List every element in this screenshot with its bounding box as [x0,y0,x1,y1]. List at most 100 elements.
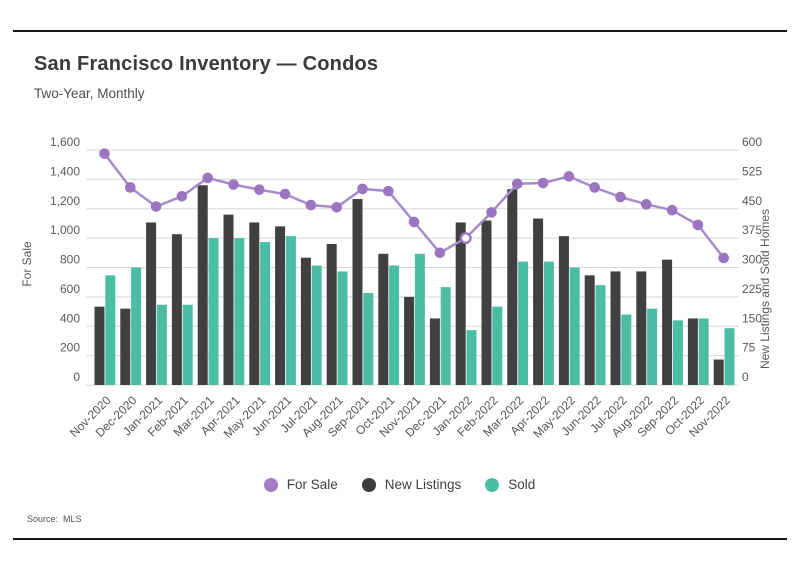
left-axis-tick: 800 [60,253,80,267]
left-axis-tick: 1,000 [50,223,80,237]
bar [533,218,544,385]
bar [352,198,363,385]
for-sale-point [434,247,446,259]
left-axis-title: For Sale [20,241,34,287]
for-sale-point [563,171,575,182]
source-note: Source: MLS [27,514,82,524]
legend-item-sold: Sold [485,477,535,492]
for-sale-point [589,182,600,193]
bar [687,318,698,385]
bar [429,318,440,385]
for-sale-point [615,191,626,203]
bar [584,275,595,385]
right-axis-tick: 225 [742,282,762,296]
bar [621,314,632,385]
bar-series-new-listings [94,185,724,385]
bar [171,234,182,385]
bar [249,222,260,385]
bar [260,242,271,385]
legend-label: Sold [508,477,536,492]
right-axis-tick: 0 [742,370,749,384]
bar [636,271,647,385]
bar [569,267,580,385]
x-axis-labels: Nov-2020Dec-2020Jan-2021Feb-2021Mar-2021… [67,393,733,441]
bar [507,189,518,385]
left-axis-tick: 1,200 [50,194,80,208]
bar [275,226,286,385]
bar [698,318,709,385]
bar [492,306,503,385]
bar [285,236,296,385]
bar [713,359,724,385]
chart-legend: For Sale New Listings Sold [0,477,799,492]
for-sale-point [150,201,162,212]
bar [518,261,529,385]
bar [146,222,157,385]
axis-tick-labels: 0 0 200 75 400 150 600 225 800 300 1,000 375 1,200 45… [50,135,762,384]
for-sale-point [512,178,523,190]
bar [414,253,425,385]
for-sale-point [459,232,472,245]
bar [156,304,167,385]
bar [404,296,415,385]
bar [326,244,337,385]
bar [337,271,348,385]
right-axis-title: New Listings and Sold Homes [758,209,772,369]
for-sale-point [202,172,213,184]
bar [481,220,492,385]
legend-label: New Listings [384,477,462,492]
bar [455,222,466,385]
bar [724,328,735,385]
for-sale-point [408,216,420,228]
axis-titles: For Sale New Listings and Sold Homes [20,209,772,369]
left-axis-tick: 600 [60,282,80,296]
bar [466,330,477,385]
for-sale-point [357,183,368,195]
for-sale-point [99,148,110,159]
line-series-for-sale [99,148,729,264]
left-axis-tick: 200 [60,341,80,355]
bar [647,308,658,385]
bar [300,257,311,385]
for-sale-point [305,199,317,211]
bar [120,308,131,385]
bar [558,236,569,385]
top-rule [13,30,787,32]
bar [662,259,673,385]
legend-item-for-sale: For Sale [263,477,338,492]
chart-plot-area: 0 0 200 75 400 150 600 225 800 300 1,000 375 1,200 45… [20,135,772,441]
bar [223,214,234,385]
legend-item-new-listings: New Listings [361,477,462,492]
right-axis-tick: 450 [742,194,762,208]
for-sale-point [125,182,136,193]
right-axis-tick: 75 [742,341,756,355]
chart-subtitle: Two-Year, Monthly [34,86,145,101]
new-listings-legend-dot-icon [361,477,376,492]
for-sale-point [228,179,239,190]
right-axis-tick: 525 [742,164,762,178]
right-axis-tick: 600 [742,135,762,149]
for-sale-point [486,207,497,218]
bar [595,285,606,385]
bar [610,271,621,385]
chart-title: San Francisco Inventory — Condos [34,53,379,75]
bar [311,265,322,385]
bar [131,267,142,385]
bar [208,238,219,385]
left-axis-tick: 1,600 [50,135,80,149]
bar [378,253,389,385]
bar [105,275,116,385]
right-axis-tick: 375 [742,223,762,237]
bar [182,304,193,385]
for-sale-point [383,185,394,197]
for-sale-point [253,184,265,195]
for-sale-point [692,219,704,231]
bar [363,292,374,385]
right-axis-tick: 300 [742,253,762,267]
for-sale-point [279,188,291,200]
bar [672,320,683,385]
for-sale-point [537,177,549,189]
bottom-rule [13,538,787,540]
right-axis-tick: 150 [742,311,762,325]
